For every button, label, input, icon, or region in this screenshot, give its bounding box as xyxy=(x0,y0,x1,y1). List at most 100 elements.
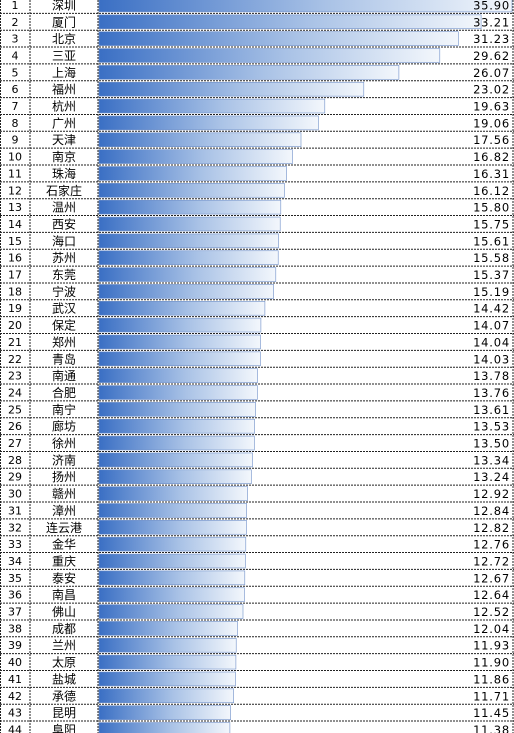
rank-label: 24 xyxy=(8,386,22,399)
bar-7 xyxy=(98,98,326,114)
value-label: 13.61 xyxy=(473,403,510,417)
bar-15 xyxy=(98,233,279,249)
city-label: 南京 xyxy=(52,149,76,164)
bar-14 xyxy=(98,216,281,232)
rank-label: 19 xyxy=(8,302,22,315)
bar-33 xyxy=(98,536,247,552)
city-label: 太原 xyxy=(52,655,76,670)
rank-label: 21 xyxy=(8,336,22,349)
bar-27 xyxy=(98,435,255,451)
bar-43 xyxy=(98,705,231,720)
bar-36 xyxy=(98,587,245,602)
city-label: 石家庄 xyxy=(46,183,82,198)
bar-44 xyxy=(98,722,231,733)
bar-41 xyxy=(98,671,236,687)
bar-32 xyxy=(98,520,247,535)
rank-label: 8 xyxy=(12,117,19,130)
rank-label: 33 xyxy=(8,538,22,551)
rank-label: 44 xyxy=(8,723,22,733)
rank-label: 16 xyxy=(8,252,22,265)
city-label: 重庆 xyxy=(52,554,76,568)
bar-17 xyxy=(98,267,277,282)
value-label: 12.52 xyxy=(473,605,510,619)
bar-18 xyxy=(98,284,274,299)
value-label: 16.82 xyxy=(473,150,510,164)
value-label: 12.67 xyxy=(473,571,510,585)
value-label: 14.42 xyxy=(473,302,510,316)
value-label: 13.24 xyxy=(473,470,510,484)
rank-label: 37 xyxy=(8,606,22,619)
bar-series xyxy=(98,0,513,733)
rank-label: 20 xyxy=(8,319,22,332)
value-label: 23.02 xyxy=(473,83,510,97)
value-label: 14.04 xyxy=(473,335,510,349)
rank-label: 10 xyxy=(8,151,22,164)
value-label: 11.45 xyxy=(473,706,510,720)
bar-3 xyxy=(98,31,459,46)
city-label: 承德 xyxy=(52,688,76,703)
city-label: 南宁 xyxy=(52,402,76,417)
bar-12 xyxy=(98,183,285,198)
rank-label: 34 xyxy=(8,555,22,568)
value-label: 12.84 xyxy=(473,504,510,518)
rank-label: 26 xyxy=(8,420,22,433)
city-label: 上海 xyxy=(52,65,76,80)
city-label: 徐州 xyxy=(52,436,76,451)
rank-label: 3 xyxy=(12,33,19,46)
value-label: 19.06 xyxy=(473,116,510,130)
value-label: 14.07 xyxy=(473,319,510,333)
bar-6 xyxy=(98,81,365,97)
city-label: 北京 xyxy=(52,32,76,46)
bar-16 xyxy=(98,250,279,265)
rank-label: 43 xyxy=(8,707,22,720)
value-label: 15.61 xyxy=(473,234,510,248)
value-label: 12.04 xyxy=(473,622,510,636)
value-label: 16.12 xyxy=(473,184,510,198)
bar-26 xyxy=(98,418,255,434)
rank-label: 29 xyxy=(8,471,22,484)
value-label: 12.82 xyxy=(473,521,510,535)
city-label: 宁波 xyxy=(52,284,76,299)
city-label: 成都 xyxy=(52,622,76,636)
rank-label: 2 xyxy=(12,16,19,29)
rank-label: 35 xyxy=(8,572,22,585)
bar-4 xyxy=(98,48,441,63)
rank-label: 9 xyxy=(12,134,19,147)
value-label: 12.76 xyxy=(473,538,510,552)
rank-label: 42 xyxy=(8,690,22,703)
value-label: 29.62 xyxy=(473,49,510,63)
rank-label: 7 xyxy=(12,100,19,113)
city-label: 济南 xyxy=(52,452,76,467)
city-label: 东莞 xyxy=(52,268,76,282)
city-label: 温州 xyxy=(52,201,76,215)
city-label: 福州 xyxy=(52,82,76,97)
value-label: 13.76 xyxy=(473,386,510,400)
rank-label: 28 xyxy=(8,454,22,467)
city-label: 昆明 xyxy=(52,706,76,720)
city-label: 金华 xyxy=(52,537,76,552)
city-label: 广州 xyxy=(52,116,76,130)
rank-label: 32 xyxy=(8,521,22,534)
bar-39 xyxy=(98,637,237,653)
rank-label: 1 xyxy=(12,0,19,12)
bar-35 xyxy=(98,570,246,586)
rank-label: 30 xyxy=(8,488,22,501)
rank-label: 36 xyxy=(8,589,22,602)
rank-label: 31 xyxy=(8,504,22,517)
value-label: 19.63 xyxy=(473,100,510,114)
rank-label: 6 xyxy=(12,83,19,96)
value-label: 16.31 xyxy=(473,167,510,181)
value-label: 11.93 xyxy=(473,639,510,653)
city-label: 南昌 xyxy=(52,587,76,602)
value-label: 11.38 xyxy=(473,723,510,733)
value-label: 31.23 xyxy=(473,32,510,46)
bar-9 xyxy=(98,132,302,148)
value-label: 17.56 xyxy=(473,133,510,147)
city-label: 天津 xyxy=(52,133,76,147)
bar-29 xyxy=(98,469,252,484)
city-label: 杭州 xyxy=(52,99,76,114)
city-label: 郑州 xyxy=(52,334,76,349)
rank-label: 18 xyxy=(8,285,22,298)
